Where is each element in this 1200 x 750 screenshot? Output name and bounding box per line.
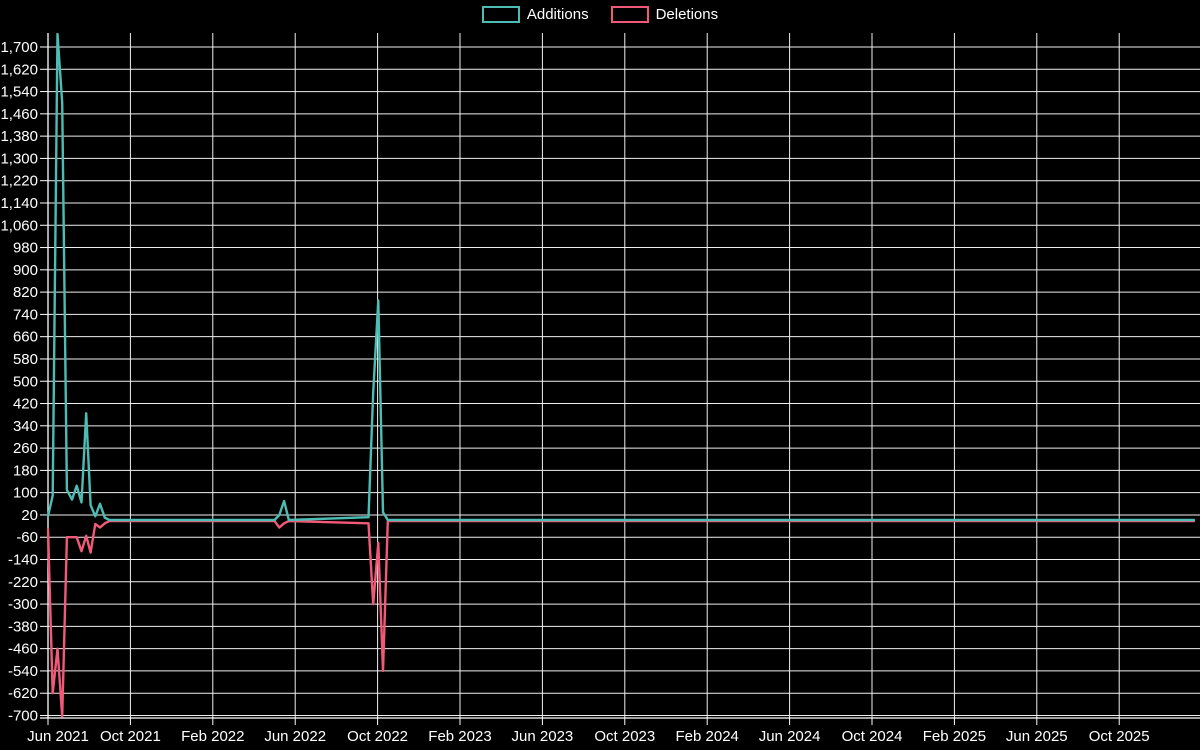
svg-text:100: 100 <box>13 485 38 502</box>
svg-text:-300: -300 <box>8 596 38 613</box>
chart-legend: Additions Deletions <box>0 6 1200 23</box>
gridlines <box>47 33 1200 718</box>
svg-text:660: 660 <box>13 329 38 346</box>
axis-ticks <box>40 46 1120 725</box>
svg-text:Oct 2025: Oct 2025 <box>1089 728 1150 745</box>
svg-text:980: 980 <box>13 240 38 257</box>
svg-text:Feb 2024: Feb 2024 <box>676 728 739 745</box>
svg-text:-460: -460 <box>8 641 38 658</box>
svg-text:420: 420 <box>13 396 38 413</box>
svg-text:Oct 2023: Oct 2023 <box>594 728 655 745</box>
svg-text:-60: -60 <box>16 529 38 546</box>
legend-item-additions[interactable]: Additions <box>481 6 589 23</box>
svg-text:Oct 2021: Oct 2021 <box>100 728 161 745</box>
svg-text:Feb 2025: Feb 2025 <box>923 728 986 745</box>
svg-text:Jun 2023: Jun 2023 <box>512 728 574 745</box>
svg-text:900: 900 <box>13 262 38 279</box>
svg-text:1,700: 1,700 <box>0 39 38 56</box>
legend-item-deletions[interactable]: Deletions <box>610 6 719 23</box>
x-axis-labels: Jun 2021 Oct 2021 Feb 2022 Jun 2022 Oct 2022… <box>27 728 1150 745</box>
svg-text:180: 180 <box>13 462 38 479</box>
axis-lines <box>40 33 1200 719</box>
svg-text:20: 20 <box>21 507 38 524</box>
deletions-legend-label: Deletions <box>655 6 719 23</box>
deletions-swatch-icon <box>610 6 649 23</box>
svg-text:-540: -540 <box>8 663 38 680</box>
svg-text:-140: -140 <box>8 552 38 569</box>
additions-swatch-icon <box>481 6 520 23</box>
svg-text:Jun 2021: Jun 2021 <box>27 728 89 745</box>
svg-text:Feb 2023: Feb 2023 <box>428 728 491 745</box>
svg-text:740: 740 <box>13 306 38 323</box>
additions-series-line[interactable] <box>47 33 1196 522</box>
svg-text:1,620: 1,620 <box>0 61 38 78</box>
svg-text:500: 500 <box>13 373 38 390</box>
svg-text:Feb 2022: Feb 2022 <box>181 728 244 745</box>
svg-text:-380: -380 <box>8 618 38 635</box>
svg-text:Jun 2022: Jun 2022 <box>264 728 326 745</box>
svg-text:1,060: 1,060 <box>0 217 38 234</box>
additions-legend-label: Additions <box>526 6 589 23</box>
svg-text:1,540: 1,540 <box>0 84 38 101</box>
svg-text:Oct 2022: Oct 2022 <box>347 728 408 745</box>
svg-text:820: 820 <box>13 284 38 301</box>
deletions-series-line[interactable] <box>47 519 1196 718</box>
y-axis-labels: 1,700 1,620 1,540 1,460 1,380 1,300 1,220 1,140… <box>0 39 38 725</box>
svg-text:1,300: 1,300 <box>0 150 38 167</box>
svg-text:340: 340 <box>13 418 38 435</box>
svg-text:Jun 2025: Jun 2025 <box>1006 728 1068 745</box>
svg-text:1,460: 1,460 <box>0 106 38 123</box>
svg-text:-220: -220 <box>8 574 38 591</box>
svg-text:Jun 2024: Jun 2024 <box>759 728 821 745</box>
svg-text:1,220: 1,220 <box>0 173 38 190</box>
svg-text:-700: -700 <box>8 708 38 725</box>
svg-text:1,380: 1,380 <box>0 128 38 145</box>
svg-text:-620: -620 <box>8 685 38 702</box>
svg-text:1,140: 1,140 <box>0 195 38 212</box>
svg-text:580: 580 <box>13 351 38 368</box>
svg-text:260: 260 <box>13 440 38 457</box>
svg-text:Oct 2024: Oct 2024 <box>842 728 903 745</box>
